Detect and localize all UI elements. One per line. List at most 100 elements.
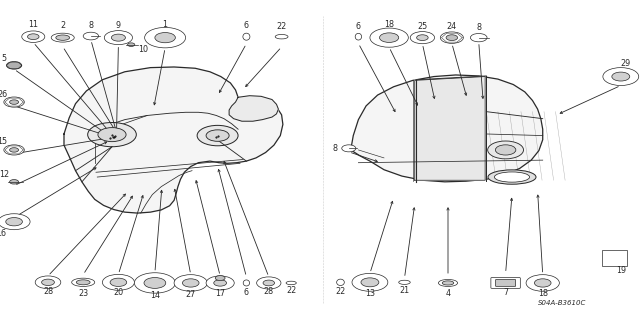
Text: 19: 19 [616,266,626,275]
Circle shape [28,34,39,40]
Polygon shape [64,67,283,213]
Text: 18: 18 [384,20,394,29]
Circle shape [612,72,630,81]
Text: 29: 29 [621,59,631,68]
Text: 14: 14 [150,291,160,300]
Text: 12: 12 [0,170,9,179]
Circle shape [495,145,516,155]
Text: 13: 13 [365,289,375,298]
Text: 27: 27 [186,290,196,299]
Circle shape [6,62,22,69]
Text: 15: 15 [0,137,8,146]
Ellipse shape [72,278,95,286]
Text: 9: 9 [116,21,121,30]
Circle shape [215,276,225,280]
Text: 18: 18 [538,289,548,298]
Text: 7: 7 [503,288,508,297]
Circle shape [10,100,19,104]
Circle shape [370,28,408,47]
Ellipse shape [56,35,70,40]
Circle shape [410,32,435,44]
Ellipse shape [275,34,288,39]
Circle shape [111,34,125,41]
Text: 8: 8 [332,144,337,153]
Circle shape [488,141,524,159]
Text: 24: 24 [447,22,457,31]
Circle shape [98,128,126,142]
Text: 22: 22 [335,287,346,296]
Text: 26: 26 [0,90,8,99]
Circle shape [4,97,24,107]
Text: 1: 1 [163,20,168,29]
Ellipse shape [286,281,296,285]
Circle shape [10,180,19,184]
Text: 4: 4 [445,289,451,298]
Ellipse shape [76,280,90,285]
Text: 6: 6 [356,22,361,31]
Circle shape [4,145,24,155]
Ellipse shape [488,170,536,184]
Polygon shape [351,75,543,182]
Text: 6: 6 [244,21,249,30]
Text: 23: 23 [78,289,88,298]
Circle shape [22,31,45,42]
Ellipse shape [51,33,74,42]
Text: 11: 11 [28,20,38,29]
Circle shape [0,214,30,230]
Circle shape [534,279,551,287]
Circle shape [417,35,428,41]
Text: 8: 8 [476,23,481,32]
Circle shape [155,33,175,43]
Circle shape [446,35,458,41]
Text: 16: 16 [0,229,6,238]
Text: 28: 28 [43,287,53,296]
Text: 5: 5 [1,54,6,63]
Text: 6: 6 [244,288,249,297]
Circle shape [257,277,281,289]
Circle shape [102,274,134,290]
Circle shape [352,273,388,291]
Circle shape [104,31,132,45]
Circle shape [182,279,199,287]
Ellipse shape [442,281,454,285]
Ellipse shape [399,280,410,285]
Ellipse shape [355,33,362,40]
Circle shape [88,122,136,147]
Circle shape [206,276,234,290]
Circle shape [145,27,186,48]
Bar [602,250,627,266]
Circle shape [380,33,399,42]
Ellipse shape [243,33,250,40]
Circle shape [214,280,227,286]
Circle shape [526,275,559,291]
Circle shape [263,280,275,286]
Ellipse shape [438,279,458,286]
Text: 20: 20 [113,288,124,297]
Text: 21: 21 [399,286,410,295]
Circle shape [603,68,639,85]
Text: 22: 22 [286,286,296,295]
Ellipse shape [494,172,530,182]
Text: 8: 8 [88,21,93,30]
Circle shape [42,279,54,286]
Ellipse shape [243,280,250,286]
Text: S04A-B3610C: S04A-B3610C [538,300,586,306]
Circle shape [206,130,229,141]
Polygon shape [415,77,485,180]
Circle shape [110,278,127,286]
Circle shape [440,32,463,43]
Text: 28: 28 [264,287,274,296]
Polygon shape [229,96,278,121]
Circle shape [6,218,22,226]
Text: 17: 17 [215,289,225,298]
Text: 2: 2 [60,21,65,30]
Circle shape [10,148,19,152]
Circle shape [144,278,166,288]
Text: 22: 22 [276,22,287,31]
FancyBboxPatch shape [491,278,520,288]
Circle shape [361,278,379,287]
Circle shape [174,275,207,291]
Circle shape [35,276,61,289]
Circle shape [342,145,356,152]
Circle shape [83,32,99,40]
